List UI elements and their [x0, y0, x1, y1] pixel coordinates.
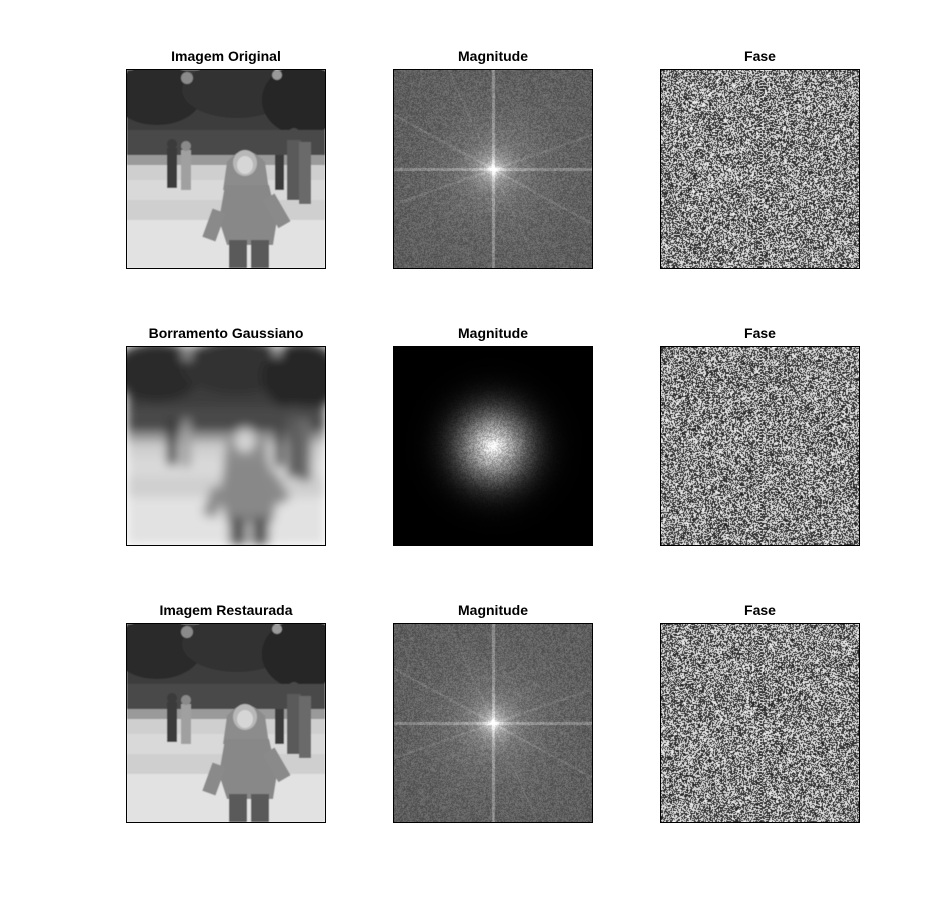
panel-title: Fase — [744, 325, 776, 341]
image-axes — [126, 623, 326, 823]
phase-spectrum — [661, 624, 859, 822]
magnitude-axes — [393, 69, 593, 269]
magnitude-spectrum — [394, 624, 592, 822]
scene — [127, 70, 325, 268]
phase-spectrum — [661, 70, 859, 268]
phase-axes — [660, 623, 860, 823]
phase-axes — [660, 346, 860, 546]
image-axes — [126, 69, 326, 269]
image-axes — [126, 346, 326, 546]
restored-photo — [127, 624, 325, 822]
magnitude-axes — [393, 623, 593, 823]
panel-title: Fase — [744, 602, 776, 618]
panel-title: Imagem Restaurada — [159, 602, 293, 618]
panel-title: Borramento Gaussiano — [148, 325, 304, 341]
magnitude-axes — [393, 346, 593, 546]
panel-title: Magnitude — [458, 325, 528, 341]
original-photo — [127, 70, 325, 268]
panel-title: Magnitude — [458, 602, 528, 618]
blurred-photo — [127, 347, 325, 545]
panel-title: Magnitude — [458, 48, 528, 64]
panel-title: Fase — [744, 48, 776, 64]
panel-title: Imagem Original — [171, 48, 281, 64]
magnitude-spectrum — [394, 70, 592, 268]
scene — [127, 347, 325, 545]
phase-axes — [660, 69, 860, 269]
magnitude-spectrum — [394, 347, 592, 545]
scene — [127, 624, 325, 822]
phase-spectrum — [661, 347, 859, 545]
